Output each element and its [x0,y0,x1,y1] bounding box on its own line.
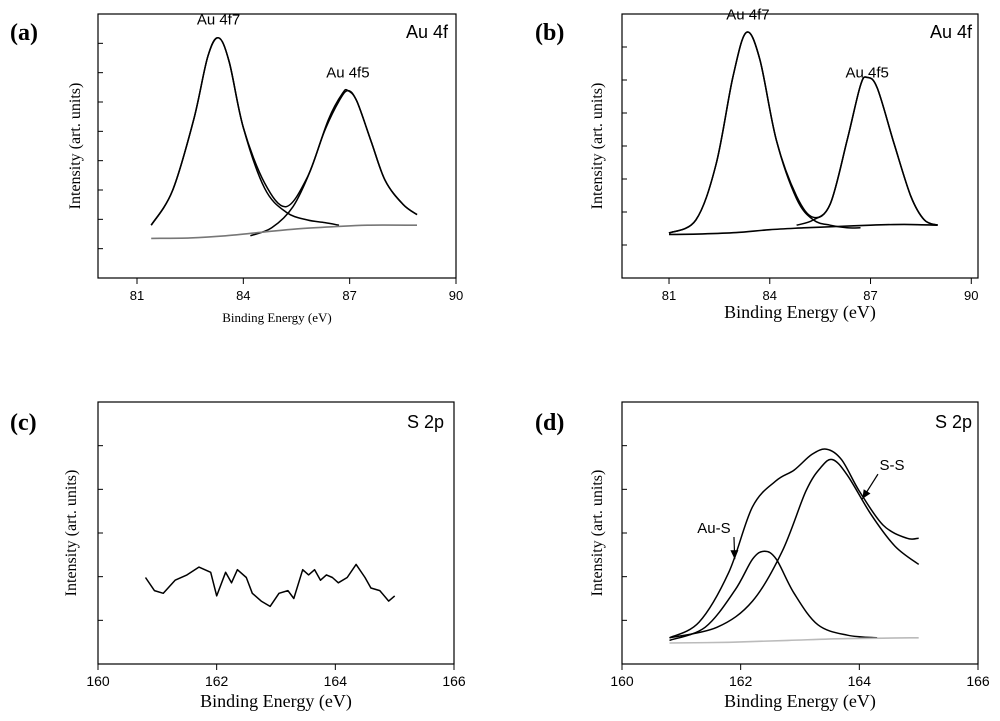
panel-d-ylabel: Intensity (art. units) [589,470,606,597]
series-background [669,637,919,644]
panel-a-label: (a) [10,20,38,46]
annotation-au-4f5: Au 4f5 [845,64,888,81]
panel-b-region-label: Au 4f [930,22,973,42]
panel-d-series [669,448,920,644]
panel-d: 160 162 164 166 Au-S S-S (d) S 2p Binding En… [535,401,990,712]
panel-d-xlabel: Binding Energy (eV) [724,691,876,712]
panel-c-yticks [98,445,103,621]
annotation-au-4f5: Au 4f5 [326,64,369,81]
annotation-arrowhead [730,550,739,560]
annotation-s-s: S-S [879,457,904,474]
series-au-4f7 [150,37,340,226]
annotation-au-4f7: Au 4f7 [197,12,240,29]
xtick-label: 162 [205,673,229,689]
series-au-4f5 [250,88,418,237]
panel-c: 160 162 164 166 (c) S 2p Binding Energy (eV… [10,401,466,712]
panel-b-label: (b) [535,20,564,46]
series-au-4f7 [668,31,861,234]
panel-a-ylabel: Intensity (art. units) [67,83,84,210]
panel-c-xlabel: Binding Energy (eV) [200,691,352,712]
annotation-au-4f7: Au 4f7 [726,6,769,23]
panel-a-xlabel: Binding Energy (eV) [222,310,332,325]
panel-c-ylabel: Intensity (art. units) [63,470,80,597]
xtick-label: 162 [729,673,753,689]
xtick-label: 166 [442,673,466,689]
annotation-au-s: Au-S [697,520,730,537]
xtick-label: 160 [86,673,110,689]
panel-b: 81 84 87 90 Au 4f7 Au 4f5 (b) Au 4f Binding … [535,6,979,323]
panel-a-series [150,37,418,240]
xtick-label: 164 [848,673,872,689]
panel-d-region-label: S 2p [935,412,972,432]
series-s-s [669,458,920,639]
panel-a-region-label: Au 4f [406,22,449,42]
panel-b-ylabel: Intensity (art. units) [589,83,606,210]
panel-d-xticks: 160 162 164 166 [610,664,990,689]
xtick-label: 87 [863,288,877,303]
panel-b-yticks [622,46,627,246]
panel-c-label: (c) [10,410,37,436]
panel-c-frame [97,401,455,665]
panel-c-xticks: 160 162 164 166 [86,664,466,689]
xtick-label: 81 [130,288,144,303]
panel-b-xticks: 81 84 87 90 [662,278,979,303]
panel-b-series [668,31,938,236]
panel-a-annotations: Au 4f7 Au 4f5 [197,12,370,82]
xtick-label: 166 [966,673,990,689]
panel-a-frame [97,13,457,279]
panel-a-yticks [98,42,103,250]
series-background [668,223,938,236]
panel-d-annotations: Au-S S-S [697,457,904,560]
series-background [151,224,418,240]
series-envelope [668,31,938,234]
xtick-label: 84 [236,288,250,303]
panel-c-series [144,563,396,608]
panel-b-annotations: Au 4f7 Au 4f5 [726,6,889,81]
panel-b-xlabel: Binding Energy (eV) [724,302,876,323]
xtick-label: 164 [324,673,348,689]
panel-c-region-label: S 2p [407,412,444,432]
series-au-s [669,550,878,642]
xtick-label: 84 [763,288,777,303]
xtick-label: 90 [964,288,978,303]
panel-d-frame [621,401,979,665]
panel-d-yticks [622,445,627,621]
series-spectrum [144,563,396,608]
panel-a-xticks: 81 84 87 90 [130,278,463,303]
xtick-label: 87 [342,288,356,303]
panel-d-label: (d) [535,410,564,436]
annotation-arrowhead [862,489,871,499]
xtick-label: 81 [662,288,676,303]
panel-b-frame [621,13,979,279]
series-envelope [669,448,919,639]
xtick-label: 160 [610,673,634,689]
xtick-label: 90 [449,288,463,303]
series-au-4f5 [796,76,938,226]
panel-a: 81 84 87 90 Au 4f7 Au 4f5 (a) Au 4f Binding … [10,12,463,325]
